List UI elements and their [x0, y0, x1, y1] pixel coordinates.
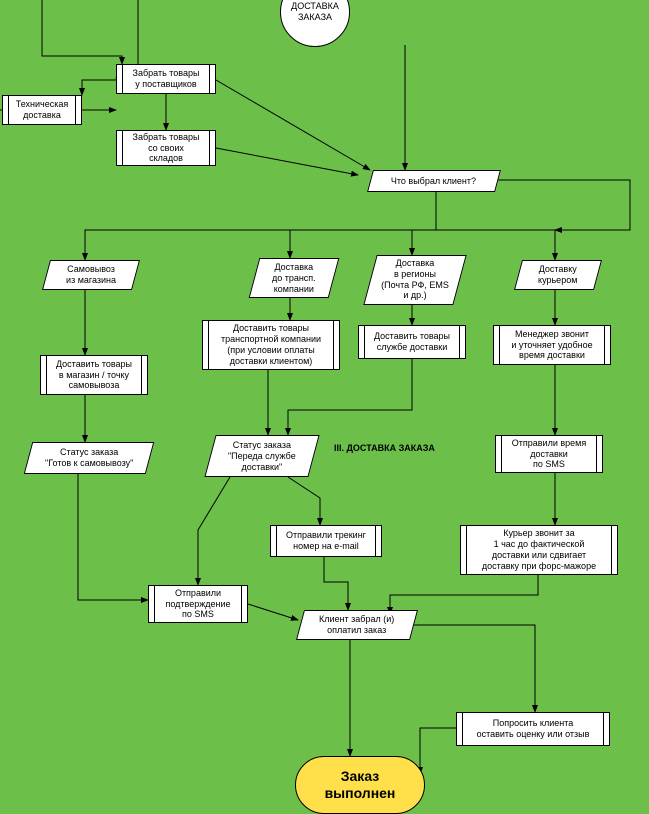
- node-n_supplier: Забрать товарыу поставщиков: [116, 64, 216, 94]
- node-label: Менеджер звонити уточняет удобноевремя д…: [511, 329, 592, 361]
- node-label: Доставить товарыв магазин / точкусамовыв…: [56, 359, 132, 391]
- node-n_deliver_service: Доставить товарыслужбе доставки: [358, 325, 466, 359]
- node-label: Забрать товарысо своихскладов: [133, 132, 200, 164]
- section-label: III. ДОСТАВКА ЗАКАЗА: [334, 443, 435, 453]
- node-n_trans: Доставкадо трансп.компании: [249, 258, 340, 298]
- node-label: Доставкав регионы(Почта РФ, EMSи др.): [381, 258, 449, 301]
- node-label: Статус заказа"Переда службедоставки": [228, 440, 296, 472]
- node-n_deliver_trans: Доставить товарытранспортной компании(пр…: [202, 320, 340, 370]
- node-n_courier_call: Курьер звонит за1 час до фактическойдост…: [460, 525, 618, 575]
- node-label: Доставкукурьером: [538, 264, 577, 286]
- node-label: Статус заказа"Готов к самовывозу": [45, 447, 133, 469]
- node-label: Отправили времядоставкипо SMS: [512, 438, 586, 470]
- node-n_deliver_store: Доставить товарыв магазин / точкусамовыв…: [40, 355, 148, 395]
- node-label: Техническаядоставка: [16, 99, 69, 121]
- node-n_end: Заказвыполнен: [295, 756, 425, 814]
- node-n_status_ready: Статус заказа"Готов к самовывозу": [24, 442, 155, 474]
- node-label: Что выбрал клиент?: [391, 176, 476, 187]
- node-n_manager: Менеджер звонити уточняет удобноевремя д…: [493, 325, 611, 365]
- node-n_tracking: Отправили трекингномер на e-mail: [270, 525, 382, 557]
- node-n_status_courier: Статус заказа"Переда службедоставки": [204, 435, 319, 477]
- node-label: Отправилиподтверждениепо SMS: [165, 588, 230, 620]
- node-label: Попросить клиентаоставить оценку или отз…: [477, 718, 590, 740]
- node-n_own: Забрать товарысо своихскладов: [116, 130, 216, 166]
- node-label: Клиент забрал (и)оплатил заказ: [319, 614, 394, 636]
- node-label: Доставкадо трансп.компании: [272, 262, 316, 294]
- node-n_paid: Клиент забрал (и)оплатил заказ: [296, 610, 418, 640]
- flowchart-edges: [0, 0, 649, 800]
- node-label: Забрать товарыу поставщиков: [133, 68, 200, 90]
- node-n_courier: Доставкукурьером: [514, 260, 602, 290]
- node-label: Доставить товарытранспортной компании(пр…: [221, 323, 321, 366]
- node-n_self: Самовывозиз магазина: [42, 260, 140, 290]
- node-n_regions: Доставкав регионы(Почта РФ, EMSи др.): [363, 255, 466, 305]
- node-label: ДОСТАВКАЗАКАЗА: [291, 1, 339, 23]
- node-label: Доставить товарыслужбе доставки: [374, 331, 450, 353]
- node-label: Отправили трекингномер на e-mail: [286, 530, 366, 552]
- node-label: Заказвыполнен: [325, 768, 396, 802]
- node-n_choice: Что выбрал клиент?: [367, 170, 501, 192]
- node-n_confirm: Отправилиподтверждениепо SMS: [148, 585, 248, 623]
- node-n_sent_time: Отправили времядоставкипо SMS: [495, 435, 603, 473]
- node-start: ДОСТАВКАЗАКАЗА: [280, 0, 350, 47]
- node-label: Самовывозиз магазина: [66, 264, 116, 286]
- node-n_tech: Техническаядоставка: [2, 95, 82, 125]
- node-label: Курьер звонит за1 час до фактическойдост…: [482, 528, 596, 571]
- node-n_review: Попросить клиентаоставить оценку или отз…: [456, 712, 610, 746]
